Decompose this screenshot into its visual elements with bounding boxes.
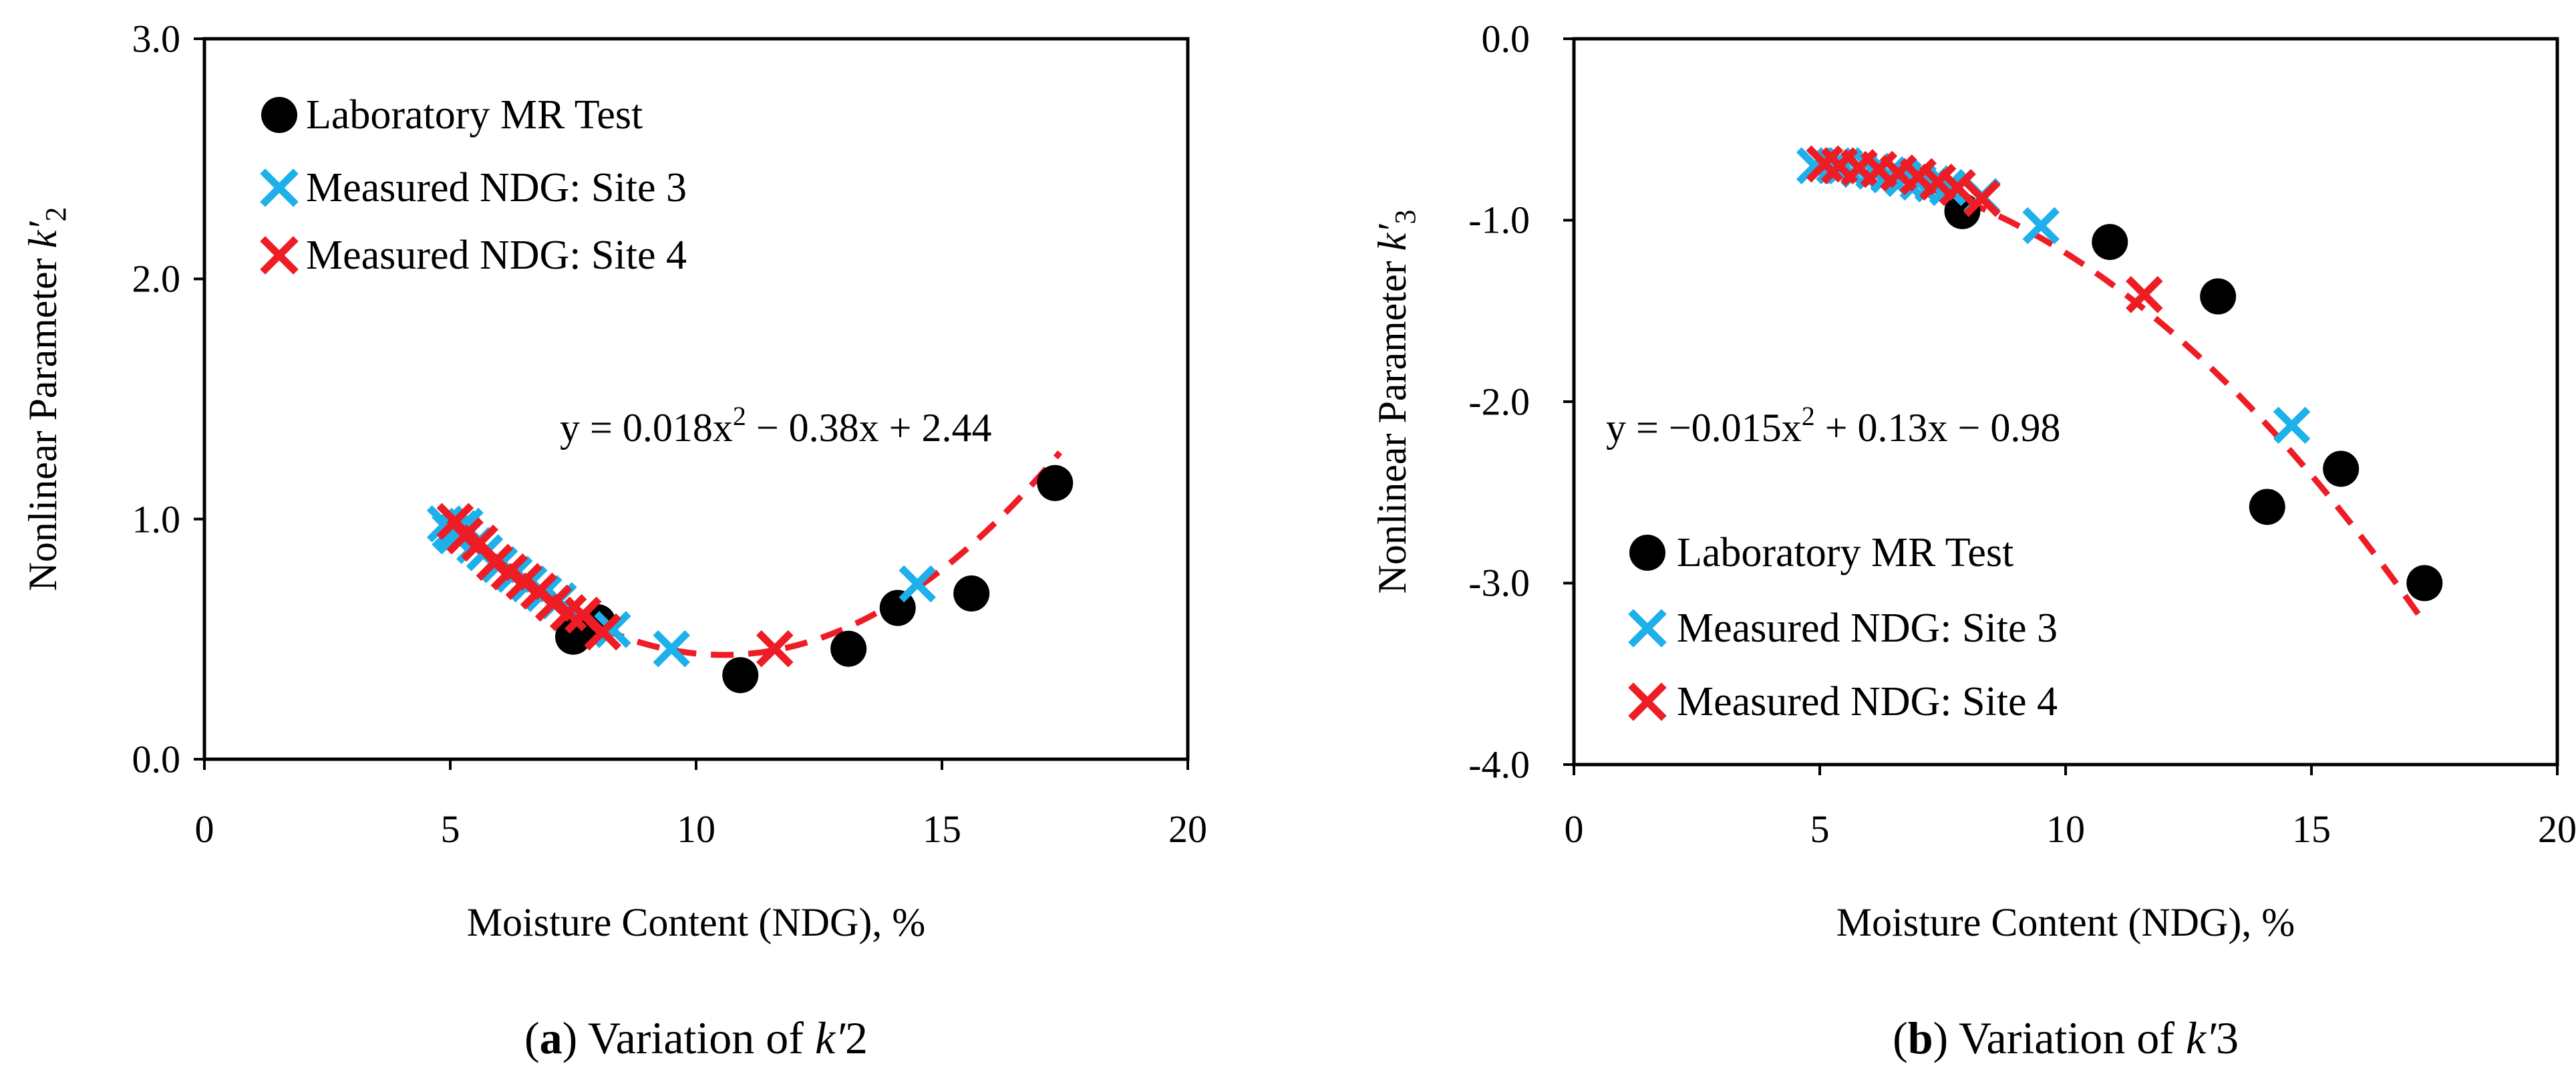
regression-equation-b: y = −0.015x2 + 0.13x − 0.98 xyxy=(1606,401,2060,450)
legend-label-lab: Laboratory MR Test xyxy=(306,92,643,138)
data-point-lab xyxy=(2092,224,2128,261)
y-tick-labels: -4.0 -3.0 -2.0 -1.0 0.0 xyxy=(1468,17,1530,787)
y-tick-label: -2.0 xyxy=(1468,380,1530,424)
data-point-site4 xyxy=(584,613,621,651)
legend-marker-lab xyxy=(261,97,297,133)
axis-ticks xyxy=(1563,37,2559,775)
y-axis-title-text: Nonlinear Parameter xyxy=(1370,251,1414,593)
x-axis-title: Moisture Content (NDG), % xyxy=(1836,900,2295,944)
caption-paren-close: ) xyxy=(562,1013,578,1063)
chart-panel-b: -4.0 -3.0 -2.0 -1.0 0.0 0 5 10 15 20 Moi… xyxy=(1370,17,2576,1064)
legend-label-site3: Measured NDG: Site 3 xyxy=(306,165,687,211)
legend-a: Laboratory MR Test Measured NDG: Site 3 … xyxy=(260,92,687,278)
x-axis-title: Moisture Content (NDG), % xyxy=(467,900,926,944)
plot-area-frame xyxy=(1572,37,2559,767)
equation-text: y = −0.015x xyxy=(1606,406,1802,450)
legend-label-site4: Measured NDG: Site 4 xyxy=(306,233,687,278)
axis-ticks xyxy=(194,37,1189,770)
x-tick-label: 10 xyxy=(2046,807,2085,851)
regression-equation-a: y = 0.018x2 − 0.38x + 2.44 xyxy=(560,401,992,450)
data-point-site3 xyxy=(2022,207,2060,245)
equation-remainder: − 0.38x + 2.44 xyxy=(746,406,992,450)
data-point-lab xyxy=(953,575,990,612)
y-axis-title-symbol: k′ xyxy=(1370,224,1414,251)
y-axis-title: Nonlinear Parameter k′3 xyxy=(1370,210,1422,594)
data-point-site3 xyxy=(899,565,936,603)
data-point-site4 xyxy=(756,630,794,668)
legend-marker-site4 xyxy=(260,236,299,275)
y-tick-label: -4.0 xyxy=(1468,743,1530,787)
caption-paren-close: ) xyxy=(1933,1013,1949,1063)
caption-subscript: 2 xyxy=(845,1013,868,1063)
x-tick-label: 0 xyxy=(1565,807,1584,851)
y-axis-title-subscript: 3 xyxy=(1389,210,1422,225)
y-tick-label: -1.0 xyxy=(1468,198,1530,242)
y-tick-label: 2.0 xyxy=(132,257,181,301)
data-point-site3 xyxy=(2273,406,2311,444)
data-point-lab xyxy=(2323,450,2360,487)
x-tick-label: 15 xyxy=(2292,807,2331,851)
caption-symbol: k′ xyxy=(2186,1013,2217,1063)
y-axis-title-text: Nonlinear Parameter xyxy=(21,248,65,591)
caption-text: Variation of xyxy=(577,1013,815,1063)
data-point-lab xyxy=(2200,278,2237,315)
data-point-site4 xyxy=(1939,168,1976,207)
legend-marker-site4 xyxy=(1628,682,1667,721)
equation-superscript: 2 xyxy=(733,401,746,431)
x-tick-label: 5 xyxy=(1810,807,1830,851)
x-tick-label: 20 xyxy=(1168,807,1207,851)
data-point-lab xyxy=(722,657,759,694)
x-tick-label: 10 xyxy=(677,807,715,851)
caption-paren-open: ( xyxy=(1893,1013,1908,1063)
caption-a: (a) Variation of k′2 xyxy=(524,1013,868,1063)
caption-paren-open: ( xyxy=(524,1013,540,1063)
equation-superscript: 2 xyxy=(1802,401,1815,431)
y-tick-label: -3.0 xyxy=(1468,561,1530,605)
caption-b: (b) Variation of k′3 xyxy=(1893,1013,2239,1063)
chart-panel-a: 0.0 1.0 2.0 3.0 0 5 10 15 20 Moisture Co… xyxy=(21,17,1207,1064)
y-axis-title-symbol: k′ xyxy=(21,221,65,249)
legend-b: Laboratory MR Test Measured NDG: Site 3 … xyxy=(1628,530,2058,724)
data-marks-b xyxy=(1796,145,2443,601)
y-axis-title-subscript: 2 xyxy=(39,207,72,222)
data-point-lab xyxy=(2406,565,2443,601)
data-point-site4 xyxy=(1963,180,2001,217)
data-point-lab xyxy=(1037,464,1074,501)
x-tick-labels: 0 5 10 15 20 xyxy=(195,807,1208,851)
equation-remainder: + 0.13x − 0.98 xyxy=(1815,406,2061,450)
y-tick-label: 3.0 xyxy=(132,17,181,61)
x-tick-label: 5 xyxy=(441,807,460,851)
data-marks-a xyxy=(426,464,1074,694)
x-tick-labels: 0 5 10 15 20 xyxy=(1565,807,2576,851)
caption-text: Variation of xyxy=(1948,1013,2186,1063)
legend-marker-site3 xyxy=(260,168,299,207)
data-point-lab xyxy=(830,630,867,667)
y-axis-title: Nonlinear Parameter k′2 xyxy=(21,207,72,591)
legend-marker-site3 xyxy=(1628,609,1667,648)
caption-symbol: k′ xyxy=(815,1013,846,1063)
data-point-site3 xyxy=(653,630,690,668)
data-point-site4 xyxy=(2125,276,2163,313)
y-tick-label: 0.0 xyxy=(132,738,181,781)
y-tick-label: 1.0 xyxy=(132,498,181,541)
x-tick-label: 20 xyxy=(2538,807,2576,851)
y-tick-label: 0.0 xyxy=(1482,17,1531,61)
x-tick-label: 0 xyxy=(195,807,214,851)
fit-curve-a xyxy=(448,450,1063,658)
fit-curve-b xyxy=(1819,163,2427,625)
equation-text: y = 0.018x xyxy=(560,406,733,450)
caption-letter: b xyxy=(1908,1013,1933,1063)
caption-subscript: 3 xyxy=(2216,1013,2239,1063)
legend-label-site4: Measured NDG: Site 4 xyxy=(1677,679,2058,724)
y-tick-labels: 0.0 1.0 2.0 3.0 xyxy=(132,17,181,781)
legend-label-lab: Laboratory MR Test xyxy=(1677,530,2014,575)
data-point-site3 xyxy=(594,611,631,648)
legend-marker-lab xyxy=(1629,535,1665,571)
data-point-lab xyxy=(2249,489,2285,525)
x-tick-label: 15 xyxy=(923,807,961,851)
caption-letter: a xyxy=(540,1013,562,1063)
legend-label-site3: Measured NDG: Site 3 xyxy=(1677,606,2058,651)
